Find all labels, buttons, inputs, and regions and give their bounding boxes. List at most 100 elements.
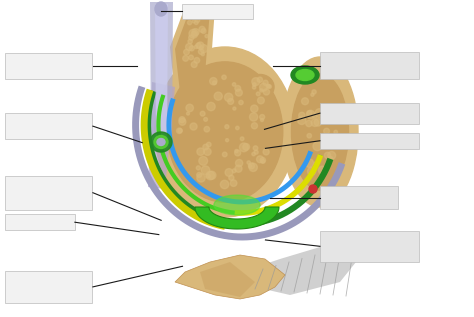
Circle shape — [185, 43, 192, 50]
Circle shape — [239, 100, 243, 105]
Polygon shape — [175, 9, 210, 92]
Circle shape — [192, 29, 199, 36]
Polygon shape — [250, 242, 360, 295]
Circle shape — [251, 123, 257, 129]
Circle shape — [192, 20, 195, 23]
Circle shape — [311, 119, 319, 126]
Ellipse shape — [296, 69, 314, 81]
Circle shape — [334, 130, 337, 134]
Circle shape — [179, 117, 185, 123]
Ellipse shape — [167, 62, 283, 202]
Polygon shape — [175, 255, 285, 299]
Circle shape — [261, 119, 264, 121]
Circle shape — [306, 110, 315, 119]
Circle shape — [195, 18, 200, 23]
Circle shape — [232, 83, 236, 86]
Circle shape — [307, 133, 311, 138]
Circle shape — [324, 152, 331, 158]
Circle shape — [196, 166, 201, 170]
Circle shape — [252, 152, 255, 156]
Bar — [320, 186, 398, 209]
Circle shape — [260, 114, 264, 120]
Circle shape — [178, 128, 182, 133]
Circle shape — [252, 78, 260, 86]
Circle shape — [252, 86, 256, 89]
Circle shape — [263, 89, 270, 95]
Circle shape — [299, 112, 305, 119]
Circle shape — [249, 113, 258, 121]
Circle shape — [257, 77, 263, 82]
Circle shape — [235, 150, 241, 156]
Circle shape — [266, 84, 270, 88]
Circle shape — [267, 85, 270, 88]
Circle shape — [249, 163, 257, 171]
Bar — [320, 133, 419, 149]
Circle shape — [206, 174, 210, 178]
Circle shape — [263, 149, 269, 155]
Circle shape — [248, 163, 255, 169]
Ellipse shape — [246, 74, 274, 100]
Bar — [5, 53, 92, 79]
Circle shape — [228, 99, 234, 104]
Circle shape — [194, 57, 200, 63]
Bar — [320, 231, 419, 262]
Bar — [320, 103, 419, 124]
Circle shape — [182, 55, 189, 61]
Circle shape — [222, 152, 227, 157]
Circle shape — [240, 137, 244, 141]
Circle shape — [226, 139, 228, 142]
Circle shape — [222, 75, 226, 80]
Bar — [5, 113, 92, 139]
Circle shape — [328, 152, 336, 159]
Circle shape — [191, 31, 197, 37]
Circle shape — [312, 90, 316, 94]
Ellipse shape — [214, 195, 260, 215]
Ellipse shape — [155, 47, 295, 217]
Ellipse shape — [150, 132, 172, 152]
Polygon shape — [150, 2, 173, 147]
Circle shape — [298, 116, 306, 125]
Circle shape — [225, 93, 233, 101]
Circle shape — [190, 123, 197, 130]
Circle shape — [176, 128, 182, 133]
Circle shape — [311, 93, 314, 96]
Circle shape — [305, 159, 314, 167]
Circle shape — [324, 111, 328, 114]
Ellipse shape — [292, 74, 348, 190]
Circle shape — [335, 142, 339, 146]
Circle shape — [203, 144, 209, 150]
Circle shape — [253, 146, 258, 151]
Circle shape — [225, 125, 229, 129]
Bar — [5, 176, 92, 210]
Circle shape — [263, 80, 268, 86]
Bar — [320, 52, 419, 79]
Circle shape — [257, 97, 264, 104]
Circle shape — [254, 150, 258, 154]
Circle shape — [247, 161, 250, 164]
Circle shape — [186, 104, 193, 112]
Polygon shape — [148, 82, 175, 189]
Circle shape — [199, 49, 204, 55]
Circle shape — [179, 118, 186, 125]
Circle shape — [204, 148, 211, 155]
Circle shape — [220, 180, 229, 189]
Circle shape — [308, 167, 316, 176]
Circle shape — [189, 35, 194, 40]
Polygon shape — [195, 207, 279, 229]
Circle shape — [236, 89, 242, 96]
Circle shape — [260, 158, 265, 163]
Bar — [5, 214, 75, 230]
Circle shape — [196, 43, 201, 49]
Circle shape — [197, 172, 202, 177]
Circle shape — [214, 92, 222, 100]
Circle shape — [206, 171, 215, 180]
Circle shape — [186, 112, 190, 115]
Circle shape — [312, 114, 317, 118]
Circle shape — [188, 39, 192, 44]
Ellipse shape — [155, 2, 167, 16]
Circle shape — [235, 149, 238, 153]
Circle shape — [199, 156, 208, 165]
Circle shape — [243, 144, 250, 150]
Circle shape — [200, 111, 205, 116]
Ellipse shape — [291, 66, 319, 84]
